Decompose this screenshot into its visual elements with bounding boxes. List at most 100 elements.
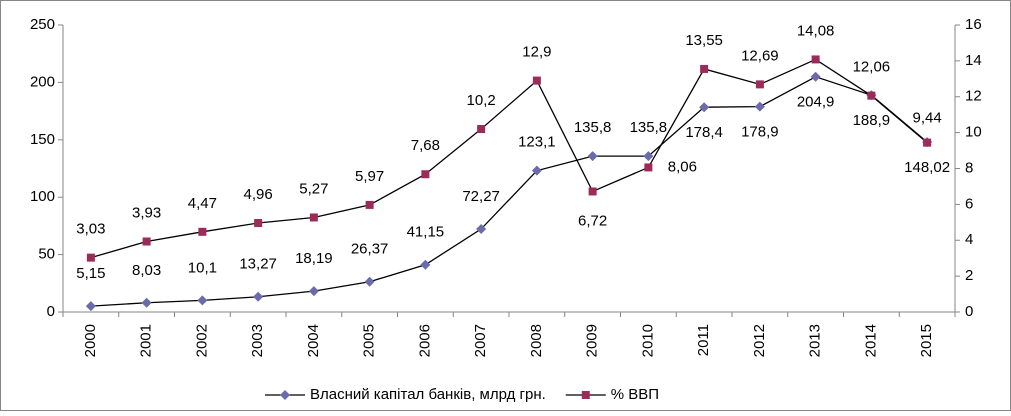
data-label: 3,93: [132, 204, 161, 221]
marker: [754, 101, 765, 112]
marker: [198, 227, 207, 236]
x-tick-label: 2007: [472, 324, 489, 357]
marker: [309, 213, 318, 222]
marker: [141, 297, 152, 308]
marker: [85, 301, 96, 312]
data-label: 8,06: [668, 158, 697, 175]
data-label: 72,27: [462, 188, 500, 205]
marker: [254, 219, 263, 228]
legend-label: Власний капітал банків, млрд грн.: [310, 386, 546, 403]
y2-tick-label: 16: [965, 16, 982, 33]
data-label: 5,15: [76, 265, 105, 282]
data-label: 148,02: [904, 159, 950, 176]
marker: [420, 259, 431, 270]
data-label: 26,37: [351, 241, 389, 258]
marker: [810, 71, 821, 82]
data-label: 10,2: [467, 92, 496, 109]
series-line: [90, 58, 928, 259]
data-label: 4,96: [244, 186, 273, 203]
data-label: 9,44: [913, 110, 942, 127]
marker: [644, 163, 653, 172]
y-tick-label: 50: [38, 246, 55, 263]
x-tick-label: 2009: [584, 324, 601, 357]
data-label: 12,06: [853, 59, 891, 76]
x-tick-label: 2002: [193, 324, 210, 357]
marker: [477, 125, 486, 134]
data-label: 14,08: [797, 22, 835, 39]
y2-tick-label: 12: [965, 88, 982, 105]
y-tick-label: 0: [47, 303, 55, 320]
series-line: [90, 76, 928, 307]
data-label: 13,27: [239, 256, 277, 273]
y-tick-label: 250: [30, 16, 55, 33]
y2-tick-label: 0: [965, 303, 973, 320]
data-label: 123,1: [518, 134, 556, 151]
y-tick-label: 100: [30, 188, 55, 205]
x-tick-label: 2013: [807, 324, 824, 357]
y2-tick-label: 2: [965, 267, 973, 284]
marker: [308, 286, 319, 297]
x-tick-label: 2015: [918, 324, 935, 357]
data-label: 5,97: [355, 168, 384, 185]
legend-marker: [280, 390, 290, 400]
x-tick-label: 2010: [639, 324, 656, 357]
data-label: 5,27: [299, 180, 328, 197]
x-tick-label: 2004: [305, 324, 322, 357]
data-label: 8,03: [132, 262, 161, 279]
y-tick-label: 200: [30, 73, 55, 90]
data-label: 41,15: [407, 224, 445, 241]
marker: [700, 64, 709, 73]
marker: [142, 237, 151, 246]
y2-tick-label: 6: [965, 195, 973, 212]
marker: [365, 200, 374, 209]
data-label: 135,8: [574, 119, 612, 136]
x-tick-label: 2014: [862, 324, 879, 357]
marker: [923, 138, 932, 147]
marker: [755, 80, 764, 89]
x-tick-label: 2008: [528, 324, 545, 357]
data-label: 6,72: [578, 212, 607, 229]
x-tick-label: 2006: [416, 324, 433, 357]
legend-marker: [581, 391, 590, 399]
y-tick-label: 150: [30, 131, 55, 148]
marker: [588, 187, 597, 196]
y2-tick-label: 10: [965, 124, 982, 141]
data-label: 204,9: [797, 94, 835, 111]
x-tick-label: 2005: [361, 324, 378, 357]
marker: [86, 253, 95, 262]
marker: [587, 151, 598, 162]
y2-tick-label: 4: [965, 231, 973, 248]
data-label: 18,19: [295, 250, 333, 267]
x-tick-label: 2003: [249, 324, 266, 357]
legend-label: % ВВП: [611, 386, 659, 403]
data-label: 4,47: [188, 195, 217, 212]
marker: [531, 165, 542, 176]
x-tick-label: 2012: [751, 324, 768, 357]
x-tick-label: 2000: [82, 324, 99, 357]
data-label: 7,68: [411, 137, 440, 154]
marker: [811, 55, 820, 64]
data-label: 12,9: [522, 44, 551, 61]
data-label: 178,9: [741, 124, 779, 141]
data-label: 12,69: [741, 47, 779, 64]
marker: [364, 276, 375, 287]
x-tick-label: 2011: [695, 324, 712, 356]
data-label: 3,03: [76, 221, 105, 238]
marker: [253, 291, 264, 302]
y2-tick-label: 14: [965, 52, 982, 69]
marker: [643, 151, 654, 162]
y2-tick-label: 8: [965, 159, 973, 176]
data-label: 10,1: [188, 259, 217, 276]
marker: [867, 91, 876, 100]
marker: [476, 224, 487, 235]
marker: [699, 102, 710, 113]
marker: [421, 170, 430, 179]
data-label: 135,8: [630, 119, 668, 136]
data-label: 188,9: [853, 112, 891, 129]
data-label: 13,55: [685, 32, 723, 49]
legend: Власний капітал банків, млрд грн. % ВВП: [265, 386, 659, 403]
x-tick-label: 2001: [138, 324, 155, 357]
data-label: 178,4: [685, 124, 723, 141]
